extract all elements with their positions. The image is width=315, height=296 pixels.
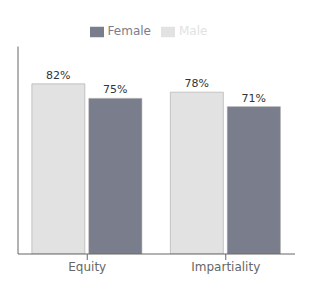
- svg-text:78%: 78%: [185, 77, 209, 90]
- svg-text:71%: 71%: [242, 92, 266, 105]
- html-text:Female: Female: [107, 24, 151, 38]
- svg-text:Equity: Equity: [68, 260, 106, 274]
- svg-text:75%: 75%: [103, 83, 127, 96]
- svg-text:Impartiality: Impartiality: [191, 260, 260, 274]
- svg-text:82%: 82%: [46, 69, 70, 82]
- html-text:Male: Male: [179, 24, 208, 38]
